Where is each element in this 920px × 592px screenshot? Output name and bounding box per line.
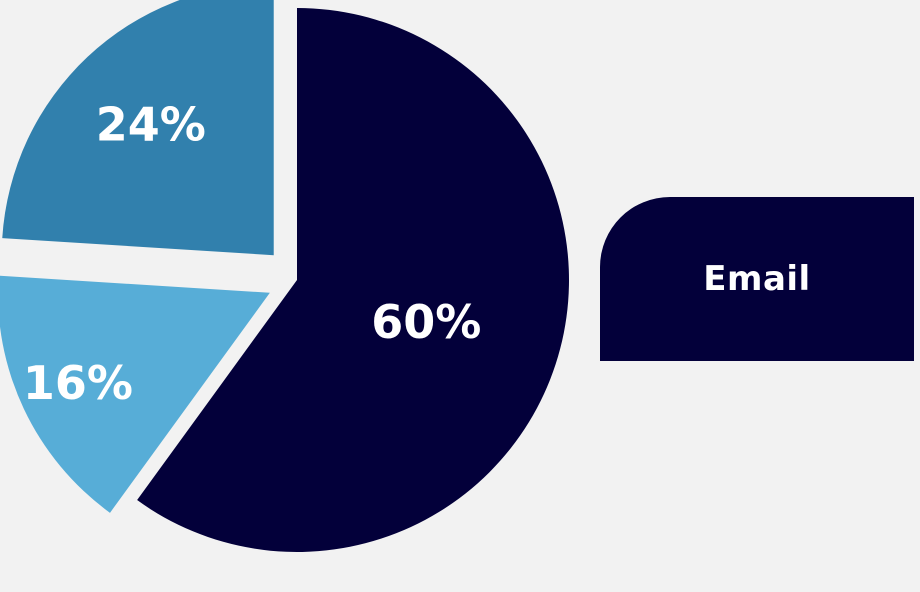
pie-slice-label-24: 24%	[96, 97, 206, 151]
legend-entry-box: Email	[600, 197, 914, 361]
pie-slice-label-16: 16%	[23, 356, 133, 410]
pie-slice-60	[137, 8, 569, 552]
pie-slice-16	[0, 275, 270, 513]
legend-entry-label: Email	[703, 259, 811, 299]
pie-slice-label-60: 60%	[371, 295, 481, 349]
pie-slice-24	[2, 0, 274, 256]
